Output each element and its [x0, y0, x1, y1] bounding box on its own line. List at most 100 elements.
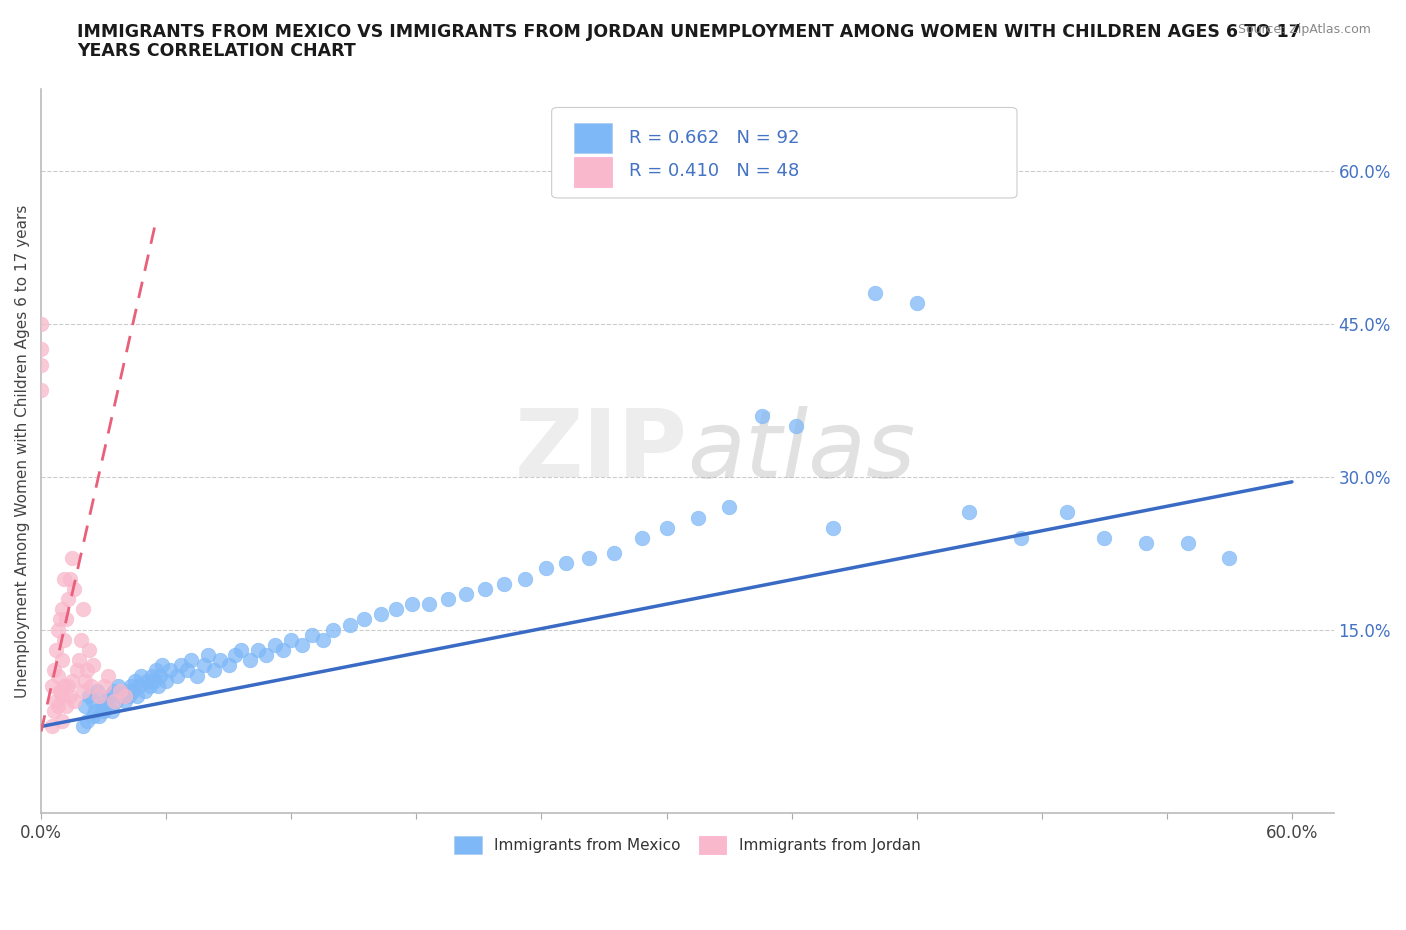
Point — [46, 698, 69, 713]
Point — [823, 520, 845, 535]
Point — [718, 500, 741, 515]
Point — [155, 673, 177, 688]
Point — [121, 684, 143, 698]
Point — [72, 684, 94, 698]
Point — [46, 668, 69, 683]
Point — [63, 581, 86, 596]
Y-axis label: Unemployment Among Women with Children Ages 6 to 17 years: Unemployment Among Women with Children A… — [15, 205, 30, 698]
Point — [655, 520, 678, 535]
Point — [49, 684, 72, 698]
Point — [129, 668, 152, 683]
Point — [55, 698, 77, 713]
Point — [58, 678, 80, 693]
Point — [53, 571, 76, 586]
Point — [72, 602, 94, 617]
Point — [180, 653, 202, 668]
Point — [120, 678, 142, 693]
Point — [555, 556, 578, 571]
Point — [239, 653, 262, 668]
Text: atlas: atlas — [688, 405, 915, 497]
Point — [384, 602, 406, 617]
Text: R = 0.662   N = 92: R = 0.662 N = 92 — [630, 129, 800, 147]
Point — [63, 694, 86, 709]
Point — [128, 678, 150, 693]
Point — [89, 709, 111, 724]
Point — [77, 688, 100, 703]
Text: R = 0.410   N = 48: R = 0.410 N = 48 — [630, 162, 800, 180]
Point — [957, 505, 980, 520]
Point — [89, 688, 111, 703]
Point — [77, 643, 100, 658]
Point — [51, 653, 73, 668]
Point — [150, 658, 173, 672]
Point — [209, 653, 232, 668]
Point — [263, 637, 285, 652]
Point — [176, 663, 198, 678]
Point — [82, 709, 104, 724]
Point — [110, 688, 132, 703]
Point — [271, 643, 294, 658]
Point — [1135, 536, 1157, 551]
Point — [353, 612, 375, 627]
Text: Source: ZipAtlas.com: Source: ZipAtlas.com — [1237, 23, 1371, 36]
Point — [492, 577, 515, 591]
Point — [686, 510, 709, 525]
Point — [97, 698, 120, 713]
Point — [1218, 551, 1240, 565]
Point — [291, 637, 314, 652]
Point — [311, 632, 333, 647]
Point — [45, 643, 67, 658]
Point — [42, 663, 65, 678]
Point — [53, 678, 76, 693]
FancyBboxPatch shape — [551, 108, 1017, 198]
Point — [67, 653, 90, 668]
Point — [107, 678, 129, 693]
Point — [84, 704, 107, 719]
Point — [456, 587, 478, 602]
Point — [93, 704, 115, 719]
Point — [30, 357, 52, 372]
Point — [97, 668, 120, 683]
Point — [863, 286, 886, 300]
Point — [93, 678, 115, 693]
Point — [51, 714, 73, 729]
Point — [1092, 530, 1115, 545]
Point — [339, 618, 361, 632]
Point — [301, 628, 323, 643]
Point — [86, 684, 108, 698]
Point — [193, 658, 215, 672]
Legend: Immigrants from Mexico, Immigrants from Jordan: Immigrants from Mexico, Immigrants from … — [449, 830, 927, 859]
Point — [186, 668, 208, 683]
Point — [72, 719, 94, 734]
Point — [49, 612, 72, 627]
Point — [280, 632, 302, 647]
Point — [58, 591, 80, 606]
Point — [60, 551, 83, 565]
Point — [254, 647, 277, 662]
Point — [1177, 536, 1199, 551]
Point — [76, 714, 98, 729]
Point — [59, 688, 82, 703]
Point — [224, 647, 246, 662]
Text: IMMIGRANTS FROM MEXICO VS IMMIGRANTS FROM JORDAN UNEMPLOYMENT AMONG WOMEN WITH C: IMMIGRANTS FROM MEXICO VS IMMIGRANTS FRO… — [77, 23, 1301, 41]
Bar — [574, 157, 613, 187]
Point — [110, 684, 132, 698]
Point — [149, 668, 172, 683]
Point — [246, 643, 269, 658]
Point — [751, 408, 773, 423]
Point — [115, 684, 138, 698]
Point — [55, 612, 77, 627]
Point — [46, 622, 69, 637]
Point — [45, 694, 67, 709]
Point — [418, 597, 440, 612]
Point — [905, 296, 928, 311]
Text: YEARS CORRELATION CHART: YEARS CORRELATION CHART — [77, 42, 356, 60]
Point — [603, 546, 626, 561]
Point — [30, 316, 52, 331]
Point — [231, 643, 253, 658]
Point — [218, 658, 240, 672]
Text: ZIP: ZIP — [515, 405, 688, 498]
Point — [69, 632, 91, 647]
Point — [474, 581, 496, 596]
Point — [98, 688, 121, 703]
